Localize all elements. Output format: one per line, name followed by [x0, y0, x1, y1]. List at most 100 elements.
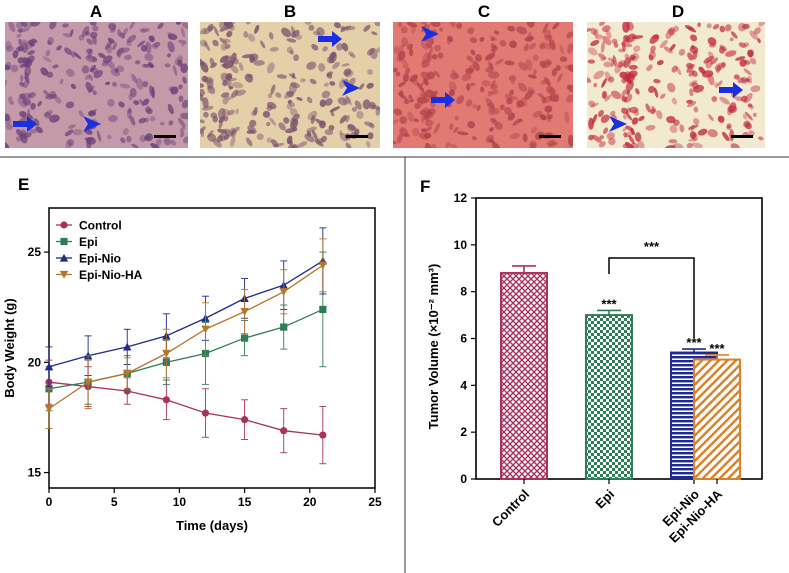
cell-nucleus [710, 57, 719, 65]
cell-nucleus [342, 97, 351, 105]
cell-nucleus [397, 50, 406, 61]
cell-nucleus [286, 38, 297, 43]
significance-label: *** [686, 335, 702, 350]
bar [500, 271, 548, 480]
cell-nucleus [81, 26, 90, 37]
cell-nucleus [604, 94, 611, 102]
cell-nucleus [306, 131, 312, 137]
tumor-volume-chart: 0 2 4 6 8 10 12 Tumor Volume (×10⁻² mm³) Control… [426, 191, 763, 546]
cell-nucleus [626, 89, 630, 95]
data-point [201, 409, 210, 417]
legend-label: Control [79, 219, 122, 233]
cell-nucleus [54, 96, 62, 104]
cell-nucleus [15, 47, 21, 53]
cell-nucleus [177, 59, 183, 67]
cell-nucleus [304, 22, 312, 25]
cell-nucleus [419, 80, 427, 87]
cell-nucleus [10, 64, 19, 73]
cell-nucleus [686, 142, 693, 148]
cell-nucleus [180, 112, 188, 120]
cell-nucleus [494, 122, 503, 130]
cell-nucleus [142, 81, 149, 88]
cell-nucleus [143, 135, 151, 141]
cell-nucleus [428, 107, 436, 115]
cell-nucleus [37, 101, 42, 107]
panel-label-b: B [284, 2, 296, 21]
cell-nucleus [86, 38, 93, 45]
cell-nucleus [743, 120, 751, 128]
cell-nucleus [108, 22, 117, 31]
bar-epi: *** Epi [585, 296, 633, 511]
cell-nucleus [22, 97, 31, 106]
cell-nucleus [150, 143, 160, 148]
cell-nucleus [393, 67, 398, 73]
cell-nucleus [260, 40, 266, 49]
cell-nucleus [64, 47, 73, 56]
cell-nucleus [118, 47, 130, 53]
cell-nucleus [307, 110, 318, 121]
cell-nucleus [293, 126, 298, 132]
cell-nucleus [688, 138, 698, 142]
cell-nucleus [526, 22, 535, 28]
cell-nucleus [540, 79, 546, 85]
x-tick-label: Control [489, 487, 532, 530]
cell-nucleus [149, 115, 156, 122]
cell-nucleus [19, 132, 28, 144]
cell-nucleus [348, 51, 354, 57]
cell-nucleus [669, 125, 678, 134]
cell-nucleus [469, 37, 478, 43]
cell-nucleus [411, 78, 420, 86]
cell-nucleus [592, 134, 602, 143]
cell-nucleus [71, 50, 77, 58]
cell-nucleus [367, 132, 374, 140]
cell-nucleus [593, 28, 599, 37]
cell-nucleus [119, 32, 126, 39]
cell-nucleus [449, 89, 455, 96]
cell-nucleus [673, 119, 680, 127]
cell-nucleus [5, 123, 13, 130]
data-point [240, 308, 249, 316]
cell-nucleus [724, 24, 732, 32]
cell-nucleus [181, 99, 188, 109]
cell-nucleus [92, 35, 97, 45]
cell-nucleus [40, 67, 49, 76]
cell-nucleus [516, 26, 528, 35]
arrow-icon [318, 31, 342, 47]
cell-nucleus [84, 137, 94, 141]
cell-nucleus [401, 37, 409, 47]
x-tick-label: 5 [111, 495, 118, 509]
cell-nucleus [758, 22, 765, 27]
cell-nucleus [88, 74, 94, 81]
cell-nucleus [67, 139, 75, 147]
cell-nucleus [634, 132, 642, 142]
cell-nucleus [306, 126, 317, 133]
cell-nucleus [212, 39, 219, 47]
cell-nucleus [638, 115, 645, 122]
cell-nucleus [180, 27, 186, 38]
cell-nucleus [286, 90, 294, 97]
cell-nucleus [733, 74, 740, 80]
cell-nucleus [543, 95, 553, 104]
cell-nucleus [421, 59, 430, 68]
cell-nucleus [200, 83, 205, 88]
cell-nucleus [697, 128, 708, 136]
cell-nucleus [564, 111, 570, 124]
cell-nucleus [603, 61, 612, 68]
cell-nucleus [603, 127, 609, 135]
cell-nucleus [631, 117, 639, 125]
cell-nucleus [92, 90, 97, 96]
cell-nucleus [218, 116, 226, 124]
cell-nucleus [499, 104, 505, 111]
cell-nucleus [608, 76, 615, 83]
cell-nucleus [539, 43, 545, 50]
cell-nucleus [405, 67, 411, 75]
y-tick-label: 15 [28, 466, 42, 480]
cell-nucleus [472, 136, 477, 141]
cell-nucleus [225, 95, 232, 101]
cell-nucleus [89, 22, 97, 26]
cell-nucleus [270, 84, 276, 95]
legend-marker [60, 221, 68, 229]
series-epi-nio-ha [44, 238, 328, 429]
cell-nucleus [175, 22, 182, 25]
cell-nucleus [587, 77, 592, 83]
